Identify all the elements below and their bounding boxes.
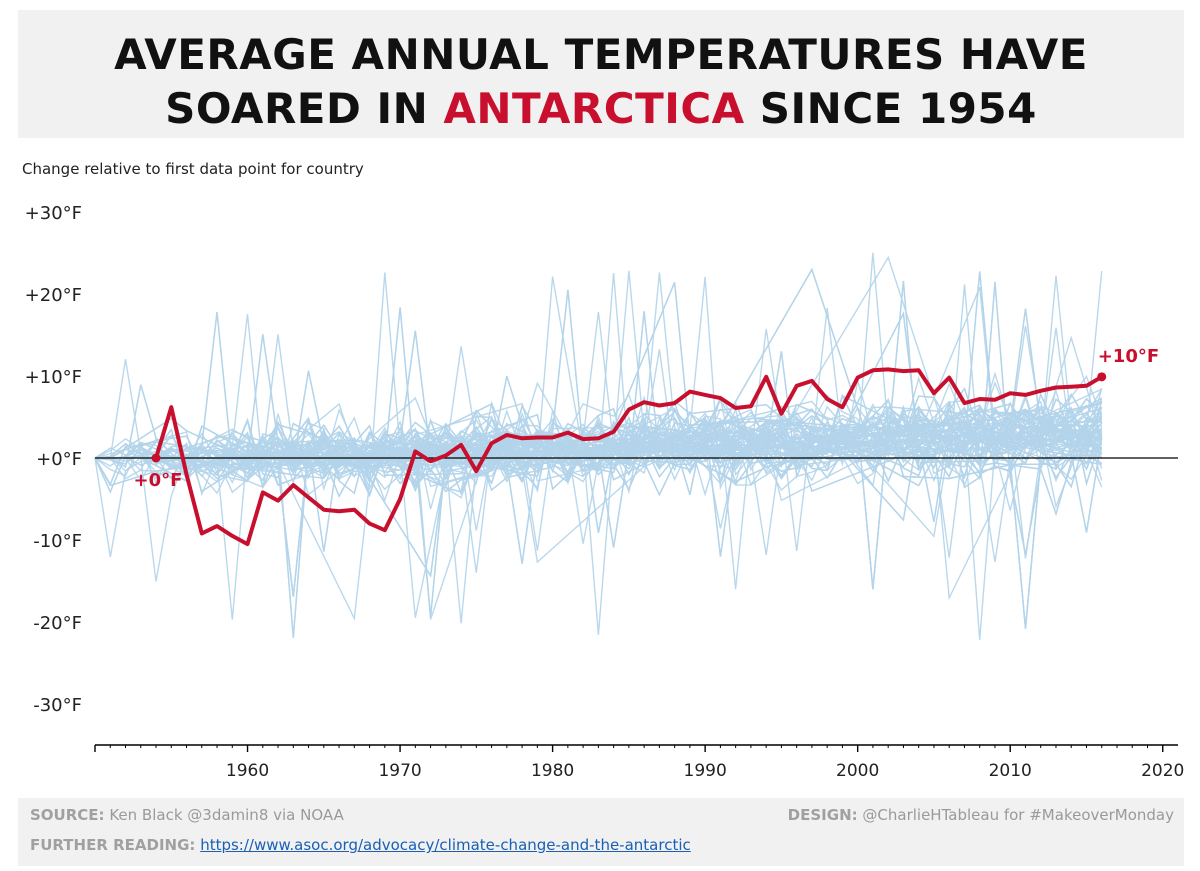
y-tick-label: -30°F: [33, 695, 82, 716]
chart-axes: 1960 1970 1980 1990 2000 2010 2020 +30°F +20°F +1…: [25, 203, 1185, 781]
country-line: [140, 416, 1103, 497]
chart-subtitle: Change relative to first data point for …: [22, 160, 364, 178]
x-tick-label: 1970: [378, 761, 421, 781]
title-line-1: AVERAGE ANNUAL TEMPERATURES HAVE: [114, 30, 1088, 79]
title-band: AVERAGE ANNUAL TEMPERATURES HAVE SOARED …: [18, 10, 1184, 138]
country-line: [338, 311, 1103, 578]
country-line: [445, 424, 1102, 480]
source-text: Ken Black @3damin8 via NOAA: [109, 806, 344, 824]
country-line: [323, 394, 1103, 498]
country-line: [94, 393, 1103, 552]
end-value-label: +10°F: [1098, 346, 1159, 367]
other-countries-lines: [94, 252, 1103, 640]
x-tick-label: 1990: [684, 761, 727, 781]
x-tick-label: 2000: [836, 761, 879, 781]
design-label: DESIGN:: [787, 806, 858, 824]
source-label: SOURCE:: [30, 806, 105, 824]
x-tick-label: 2020: [1141, 761, 1184, 781]
source-credit: SOURCE: Ken Black @3damin8 via NOAA: [30, 806, 344, 824]
x-tick-label: 1980: [531, 761, 574, 781]
start-value-label: +0°F: [134, 470, 183, 491]
temperature-chart: 1960 1970 1980 1990 2000 2010 2020 +30°F +20°F +1…: [25, 203, 1185, 781]
country-line: [171, 402, 1102, 466]
title-line-2: SOARED IN ANTARCTICA SINCE 1954: [18, 84, 1184, 133]
title-text-after: SINCE 1954: [744, 84, 1037, 133]
design-text: @CharlieHTableau for #MakeoverMonday: [862, 806, 1174, 824]
y-tick-label: -20°F: [33, 613, 82, 634]
end-point: [1097, 372, 1107, 382]
title-text-before: SOARED IN: [165, 84, 444, 133]
y-tick-label: +30°F: [25, 203, 82, 224]
x-tick-label: 1960: [226, 761, 269, 781]
x-tick-label: 2010: [989, 761, 1032, 781]
country-line: [140, 405, 1103, 484]
design-credit: DESIGN: @CharlieHTableau for #MakeoverMo…: [788, 806, 1174, 824]
further-reading-link[interactable]: https://www.asoc.org/advocacy/climate-ch…: [200, 836, 691, 854]
further-reading: FURTHER READING: https://www.asoc.org/ad…: [30, 836, 691, 854]
reading-label: FURTHER READING:: [30, 836, 196, 854]
footer: SOURCE: Ken Black @3damin8 via NOAA DESI…: [18, 798, 1184, 866]
country-line: [231, 412, 1103, 487]
country-line: [94, 311, 1102, 491]
title-highlight-antarctica: ANTARCTICA: [443, 84, 745, 133]
y-tick-label: +10°F: [25, 367, 82, 388]
start-point: [151, 453, 161, 463]
y-tick-label: -10°F: [33, 531, 82, 552]
y-tick-label: +20°F: [25, 285, 82, 306]
antarctica-series: +0°F +10°F: [134, 346, 1159, 547]
country-line: [399, 272, 1103, 510]
antarctica-line: [154, 367, 1103, 547]
y-tick-label: +0°F: [36, 449, 82, 470]
